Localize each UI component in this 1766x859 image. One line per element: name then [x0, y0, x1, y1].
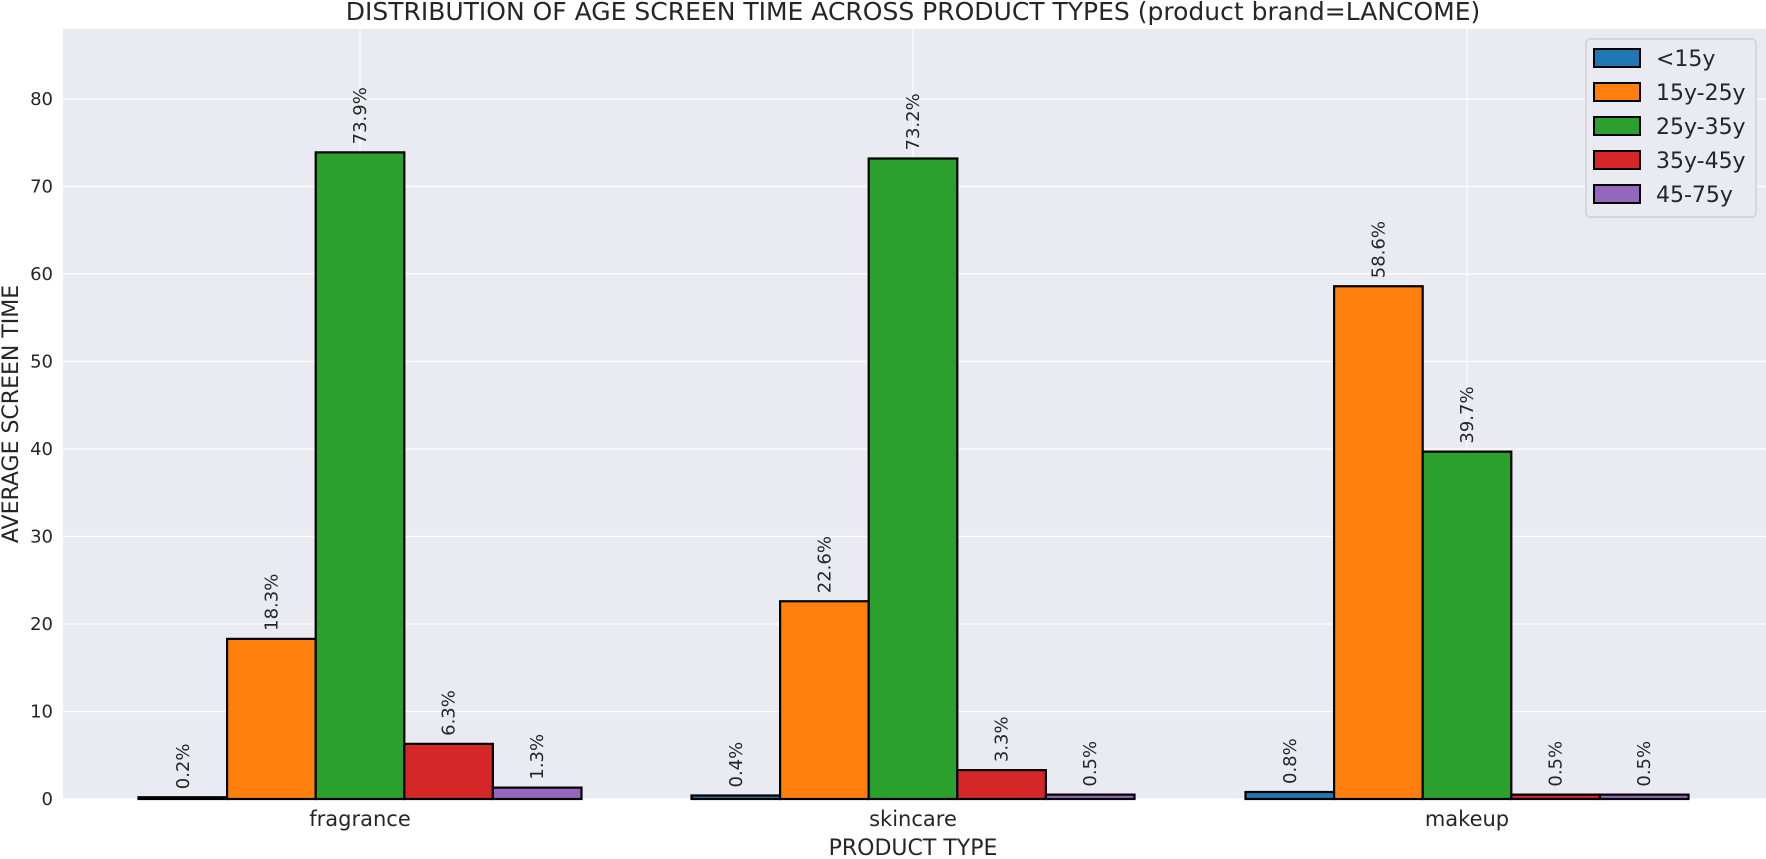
legend-label: <15y [1656, 47, 1715, 72]
data-label: 0.2% [173, 744, 194, 790]
data-label: 1.3% [527, 734, 548, 780]
y-tick-label: 60 [30, 264, 53, 285]
data-label: 3.3% [992, 716, 1013, 762]
bar-fragrance-4 [491, 786, 583, 801]
legend: <15y 15y-25y 25y-35y 35y-45y 45-75y [1585, 38, 1757, 218]
y-tick-label: 50 [30, 352, 53, 373]
legend-swatch [1593, 82, 1641, 102]
bar-makeup-3 [1510, 793, 1602, 801]
bar-fragrance-3 [403, 742, 494, 801]
data-label: 73.2% [903, 93, 924, 150]
data-label: 0.5% [1080, 741, 1101, 787]
bar-fragrance-2 [314, 151, 406, 801]
legend-swatch [1593, 48, 1641, 68]
bar-skincare-0 [690, 794, 782, 801]
data-label: 6.3% [439, 690, 460, 736]
data-label: 0.5% [1546, 741, 1567, 787]
bar-makeup-4 [1598, 793, 1690, 801]
bar-skincare-3 [956, 769, 1047, 801]
bar-makeup-1 [1332, 285, 1424, 801]
data-label: 0.4% [726, 742, 747, 788]
data-label: 22.6% [814, 536, 835, 593]
bar-skincare-4 [1044, 793, 1136, 801]
data-label: 18.3% [261, 574, 282, 631]
legend-swatch [1593, 150, 1641, 170]
y-tick-label: 40 [30, 439, 53, 460]
bar-fragrance-0 [137, 796, 229, 801]
data-label: 58.6% [1368, 221, 1389, 278]
legend-label: 35y-45y [1656, 149, 1746, 174]
data-label: 0.8% [1280, 738, 1301, 784]
bar-skincare-1 [778, 600, 870, 801]
data-label: 73.9% [350, 87, 371, 144]
x-tick-label-makeup: makeup [1425, 807, 1509, 831]
legend-label: 25y-35y [1656, 115, 1746, 140]
y-axis-title: AVERAGE SCREEN TIME [0, 285, 24, 543]
y-axis-ticks: 0 10 20 30 40 50 60 70 80 [30, 89, 53, 810]
y-tick-label: 70 [30, 177, 53, 198]
data-label: 0.5% [1634, 741, 1655, 787]
legend-swatch [1593, 184, 1641, 204]
legend-swatch [1593, 116, 1641, 136]
x-axis-title: PRODUCT TYPE [829, 836, 998, 859]
x-axis-ticks: fragrance skincare makeup [309, 807, 1509, 831]
bar-makeup-2 [1421, 450, 1513, 801]
legend-label: 45-75y [1656, 183, 1733, 208]
chart-title: DISTRIBUTION OF AGE SCREEN TIME ACROSS P… [346, 0, 1481, 26]
y-tick-label: 80 [30, 89, 53, 110]
bar-makeup-0 [1244, 790, 1336, 801]
y-tick-label: 30 [30, 527, 53, 548]
x-tick-label-fragrance: fragrance [309, 807, 411, 831]
bar-skincare-2 [867, 157, 959, 801]
y-tick-label: 10 [30, 702, 53, 723]
bars [137, 151, 1690, 801]
y-tick-label: 0 [42, 789, 53, 810]
data-labels: 0.2% 0.4% 0.8% 18.3% 22.6% 58.6% 73.9% 73.2% 39.… [173, 87, 1655, 789]
x-tick-label-skincare: skincare [869, 807, 957, 831]
bar-fragrance-1 [226, 637, 317, 801]
data-label: 39.7% [1457, 386, 1478, 443]
legend-label: 15y-25y [1656, 81, 1746, 106]
y-tick-label: 20 [30, 614, 53, 635]
